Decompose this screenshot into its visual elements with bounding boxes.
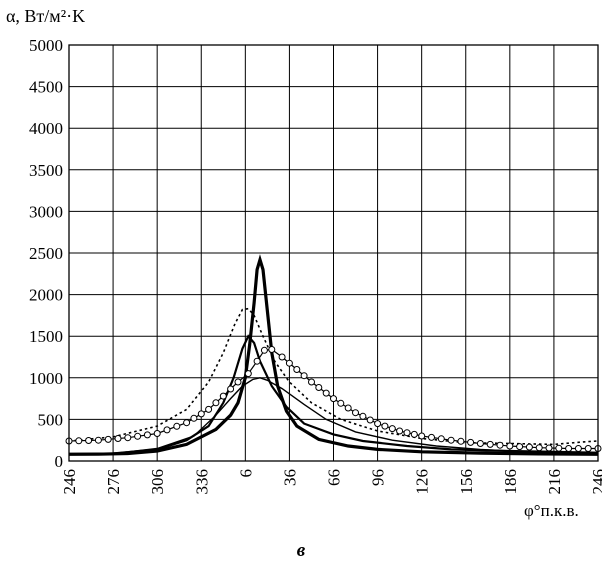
series-marker (190, 414, 198, 422)
series-marker (418, 432, 426, 440)
series-marker (300, 372, 308, 380)
x-tick-label: 36 (280, 469, 299, 486)
series-marker (85, 437, 93, 444)
y-tick-label: 1500 (29, 327, 63, 346)
y-tick-label: 4000 (29, 119, 63, 138)
series-marker (344, 404, 352, 412)
series-marker (545, 444, 553, 452)
y-tick-label: 3500 (29, 161, 63, 180)
series-marker (227, 385, 235, 393)
y-tick-label: 0 (55, 452, 64, 471)
y-tick-label: 500 (38, 410, 64, 429)
series-marker (337, 399, 345, 407)
x-tick-label: 66 (325, 469, 344, 486)
series-marker (197, 410, 205, 418)
series-marker (330, 395, 337, 403)
x-tick-label: 96 (369, 469, 388, 486)
x-tick-label: 246 (589, 469, 602, 495)
series-marker (285, 359, 293, 367)
series-marker (366, 416, 374, 424)
series-marker (525, 443, 533, 451)
series-marker (244, 370, 252, 378)
series-marker (234, 378, 242, 386)
series-marker (173, 422, 181, 430)
series-marker (476, 440, 484, 447)
series-marker (381, 422, 389, 430)
series-marker (555, 444, 563, 452)
y-tick-label: 5000 (29, 36, 63, 55)
series-marker (163, 426, 171, 434)
series-marker (94, 436, 102, 444)
series-marker (143, 431, 151, 439)
series-marker (447, 436, 455, 444)
series-marker (388, 425, 396, 433)
series-marker (268, 346, 276, 353)
series-marker (437, 435, 445, 443)
series-marker (506, 442, 514, 450)
x-tick-label: 306 (148, 469, 167, 495)
series-marker (584, 445, 592, 452)
series-marker (396, 427, 404, 435)
series-marker (183, 419, 191, 427)
series-marker (428, 433, 435, 441)
series-marker (253, 357, 261, 365)
x-tick-label: 156 (457, 469, 476, 495)
series-marker (516, 443, 524, 451)
series-marker (486, 440, 494, 448)
y-tick-label: 1000 (29, 369, 63, 388)
x-tick-label: 246 (60, 469, 79, 495)
series-marker (104, 435, 112, 443)
x-tick-label: 186 (501, 469, 520, 495)
series-marker (457, 437, 465, 445)
x-tick-label: 6 (236, 469, 255, 478)
series-marker (496, 441, 504, 449)
y-tick-labels: 0 500 1000 1500 2000 2500 3000 3500 4000 4500 5000 (29, 36, 63, 471)
series-line-thick-solid (68, 254, 599, 456)
series-marker (535, 444, 543, 452)
series-marker (565, 445, 573, 452)
y-tick-label: 4500 (29, 78, 63, 97)
series-line-thin-solid (68, 377, 598, 455)
series-marker (205, 405, 213, 413)
y-axis-label: α, Вт/м²·K (6, 6, 85, 26)
series-marker (410, 430, 418, 438)
series-marker (260, 346, 268, 354)
y-tick-label: 2500 (29, 244, 63, 263)
x-tick-label: 126 (413, 469, 432, 495)
x-tick-labels: 246 276 306 336 6 36 66 96 126 156 186 216 246 (60, 469, 602, 495)
x-tick-label: 336 (192, 469, 211, 495)
series-marker (374, 420, 382, 428)
x-axis-label: φ°п.к.в. (524, 501, 579, 520)
series-layer (65, 254, 602, 456)
series-marker (124, 434, 132, 442)
series-marker (315, 384, 323, 391)
series-marker (322, 389, 330, 397)
series-marker (403, 429, 411, 437)
figure-caption: в (296, 540, 306, 561)
series-marker (359, 412, 367, 420)
series-marker (212, 399, 220, 407)
series-marker (293, 366, 301, 373)
series-marker (278, 353, 286, 361)
y-tick-label: 2000 (29, 286, 63, 305)
x-tick-label: 276 (104, 469, 123, 495)
series-marker (352, 409, 359, 417)
series-marker (308, 378, 315, 386)
plot-frame (68, 44, 599, 462)
series-marker (75, 437, 83, 445)
series-marker (114, 435, 122, 442)
x-tick-label: 216 (545, 469, 564, 495)
y-tick-label: 3000 (29, 202, 63, 221)
series-marker (153, 430, 161, 437)
series-marker (467, 438, 475, 446)
series-marker (219, 392, 227, 400)
series-marker (134, 432, 142, 440)
series-marker (574, 445, 582, 452)
